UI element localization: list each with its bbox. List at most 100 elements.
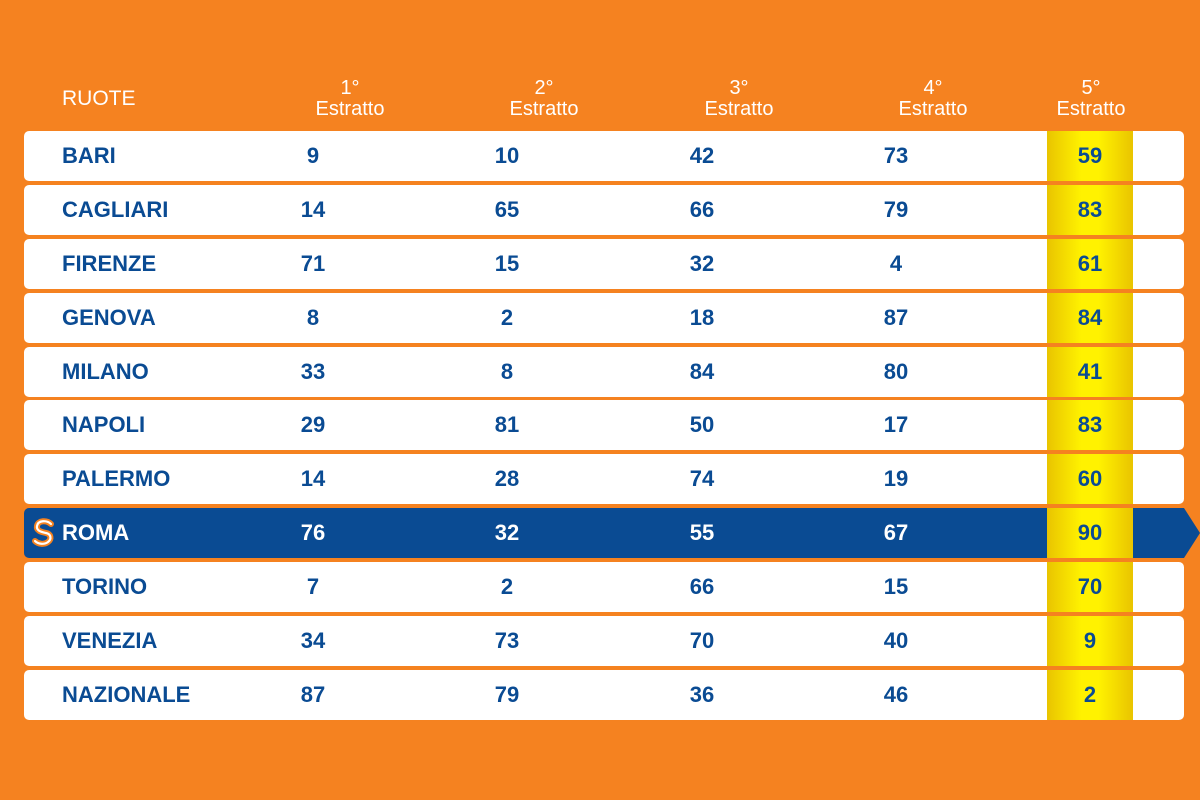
- row-name: NAPOLI: [62, 412, 146, 438]
- highlight-column-cell: [1047, 454, 1133, 505]
- highlight-column-cell: [1047, 400, 1133, 451]
- cell-estratto-2: 79: [494, 681, 520, 707]
- header-col-2-ordinal: 2°: [534, 77, 554, 99]
- row-name: FIRENZE: [62, 250, 157, 276]
- cell-estratto-1: 8: [306, 304, 320, 330]
- results-table: BARI 9 10 42 73 59 CAGLIARI 14 65 66 79 …: [24, 131, 1200, 724]
- cell-estratto-4: 67: [883, 520, 909, 546]
- cell-estratto-3: 55: [689, 520, 715, 546]
- cell-estratto-4: 73: [883, 143, 909, 168]
- cell-estratto-5: 41: [1077, 358, 1103, 384]
- cell-estratto-1: 29: [300, 412, 326, 438]
- cell-estratto-3: 18: [689, 304, 715, 330]
- cell-estratto-1: 33: [300, 358, 326, 384]
- cell-estratto-5: 59: [1077, 143, 1103, 168]
- row-name: BARI: [62, 143, 116, 168]
- cell-estratto-1: 14: [300, 196, 326, 222]
- cell-estratto-1: 14: [300, 466, 326, 492]
- cell-estratto-3: 36: [689, 681, 715, 707]
- cell-estratto-3: 32: [689, 250, 715, 276]
- table-row-firenze[interactable]: FIRENZE 71 15 32 4 61: [24, 238, 1184, 289]
- cell-estratto-1: 7: [306, 574, 320, 600]
- row-name: TORINO: [62, 574, 148, 600]
- cell-estratto-3: 70: [689, 628, 715, 654]
- cell-estratto-4: 4: [889, 250, 903, 276]
- row-name: MILANO: [62, 358, 149, 384]
- header-col-3-ordinal: 3°: [729, 77, 749, 99]
- cell-estratto-2: 15: [494, 250, 520, 276]
- row-name: ROMA: [62, 520, 130, 546]
- cell-estratto-2: 28: [494, 466, 520, 492]
- cell-estratto-1: 9: [306, 143, 320, 168]
- table-row-palermo[interactable]: PALERMO 14 28 74 19 60: [24, 454, 1184, 505]
- table-row-nazionale[interactable]: NAZIONALE 87 79 36 46 2: [24, 669, 1184, 720]
- table-row-bari[interactable]: BARI 9 10 42 73 59: [24, 131, 1184, 181]
- cell-estratto-4: 15: [883, 574, 909, 600]
- cell-estratto-2: 81: [494, 412, 520, 438]
- cell-estratto-5: 9: [1083, 628, 1097, 654]
- highlight-column-cell: [1047, 184, 1133, 235]
- cell-estratto-3: 50: [689, 412, 715, 438]
- table-row-genova[interactable]: GENOVA 8 2 18 87 84: [24, 292, 1184, 343]
- cell-estratto-1: 71: [300, 250, 326, 276]
- cell-estratto-2: 65: [494, 196, 520, 222]
- cell-estratto-3: 66: [689, 574, 715, 600]
- cell-estratto-5: 60: [1077, 466, 1103, 492]
- highlight-column-cell: [1047, 616, 1133, 667]
- cell-estratto-2: 8: [500, 358, 514, 384]
- header-col-1: 1° Estratto: [253, 78, 447, 120]
- row-name: VENEZIA: [62, 628, 158, 654]
- header-col-1-label: Estratto: [315, 98, 385, 120]
- table-row-cagliari[interactable]: CAGLIARI 14 65 66 79 83: [24, 184, 1184, 235]
- cell-estratto-5: 83: [1077, 412, 1103, 438]
- cell-estratto-4: 46: [883, 681, 909, 707]
- row-name: PALERMO: [62, 466, 171, 492]
- header-col-5-ordinal: 5°: [1081, 77, 1101, 99]
- table-row-napoli[interactable]: NAPOLI 29 81 50 17 83: [24, 400, 1184, 451]
- table-row-milano[interactable]: MILANO 33 8 84 80 41: [24, 346, 1184, 397]
- row-name: CAGLIARI: [62, 196, 169, 222]
- highlight-column-cell: [1047, 508, 1133, 559]
- header-col-2-label: Estratto: [509, 98, 579, 120]
- table-row-venezia[interactable]: VENEZIA 34 73 70 40 9: [24, 616, 1184, 667]
- cell-estratto-4: 19: [883, 466, 909, 492]
- header-col-2: 2° Estratto: [447, 78, 641, 120]
- cell-estratto-1: 34: [300, 628, 326, 654]
- cell-estratto-1: 87: [300, 681, 326, 707]
- highlight-column-cell: [1047, 292, 1133, 343]
- header-col-4-ordinal: 4°: [923, 77, 943, 99]
- highlight-column-cell: [1047, 669, 1133, 720]
- cell-estratto-4: 87: [883, 304, 909, 330]
- cell-estratto-2: 32: [494, 520, 520, 546]
- table-row-roma-selected[interactable]: ROMA 76 32 55 67 90: [24, 508, 1200, 559]
- row-name: NAZIONALE: [62, 681, 191, 707]
- cell-estratto-1: 76: [300, 520, 326, 546]
- cell-estratto-5: 61: [1077, 250, 1103, 276]
- cell-estratto-4: 17: [883, 412, 909, 438]
- header-col-3-label: Estratto: [704, 98, 774, 120]
- header-col-5-label: Estratto: [1056, 98, 1126, 120]
- highlight-column-cell: [1047, 238, 1133, 289]
- cell-estratto-5: 90: [1077, 520, 1103, 546]
- cell-estratto-2: 73: [494, 628, 520, 654]
- cell-estratto-5: 84: [1077, 304, 1103, 330]
- cell-estratto-3: 42: [689, 143, 715, 168]
- table-row-torino[interactable]: TORINO 7 2 66 15 70: [24, 562, 1184, 613]
- cell-estratto-2: 2: [500, 574, 514, 600]
- header-col-3: 3° Estratto: [642, 78, 836, 120]
- cell-estratto-4: 79: [883, 196, 909, 222]
- header-col-4: 4° Estratto: [836, 78, 1030, 120]
- cell-estratto-5: 83: [1077, 196, 1103, 222]
- cell-estratto-2: 10: [494, 143, 520, 168]
- header-col-4-label: Estratto: [898, 98, 968, 120]
- s-badge-icon: [32, 518, 54, 548]
- row-arrow-pointer: [1184, 508, 1200, 559]
- cell-estratto-3: 84: [689, 358, 715, 384]
- cell-estratto-4: 40: [883, 628, 909, 654]
- highlight-column-cell: [1047, 131, 1133, 181]
- highlight-column-cell: [1047, 562, 1133, 613]
- highlight-column-cell: [1047, 346, 1133, 397]
- cell-estratto-4: 80: [883, 358, 909, 384]
- cell-estratto-3: 74: [689, 466, 715, 492]
- header-col-5: 5° Estratto: [994, 78, 1188, 120]
